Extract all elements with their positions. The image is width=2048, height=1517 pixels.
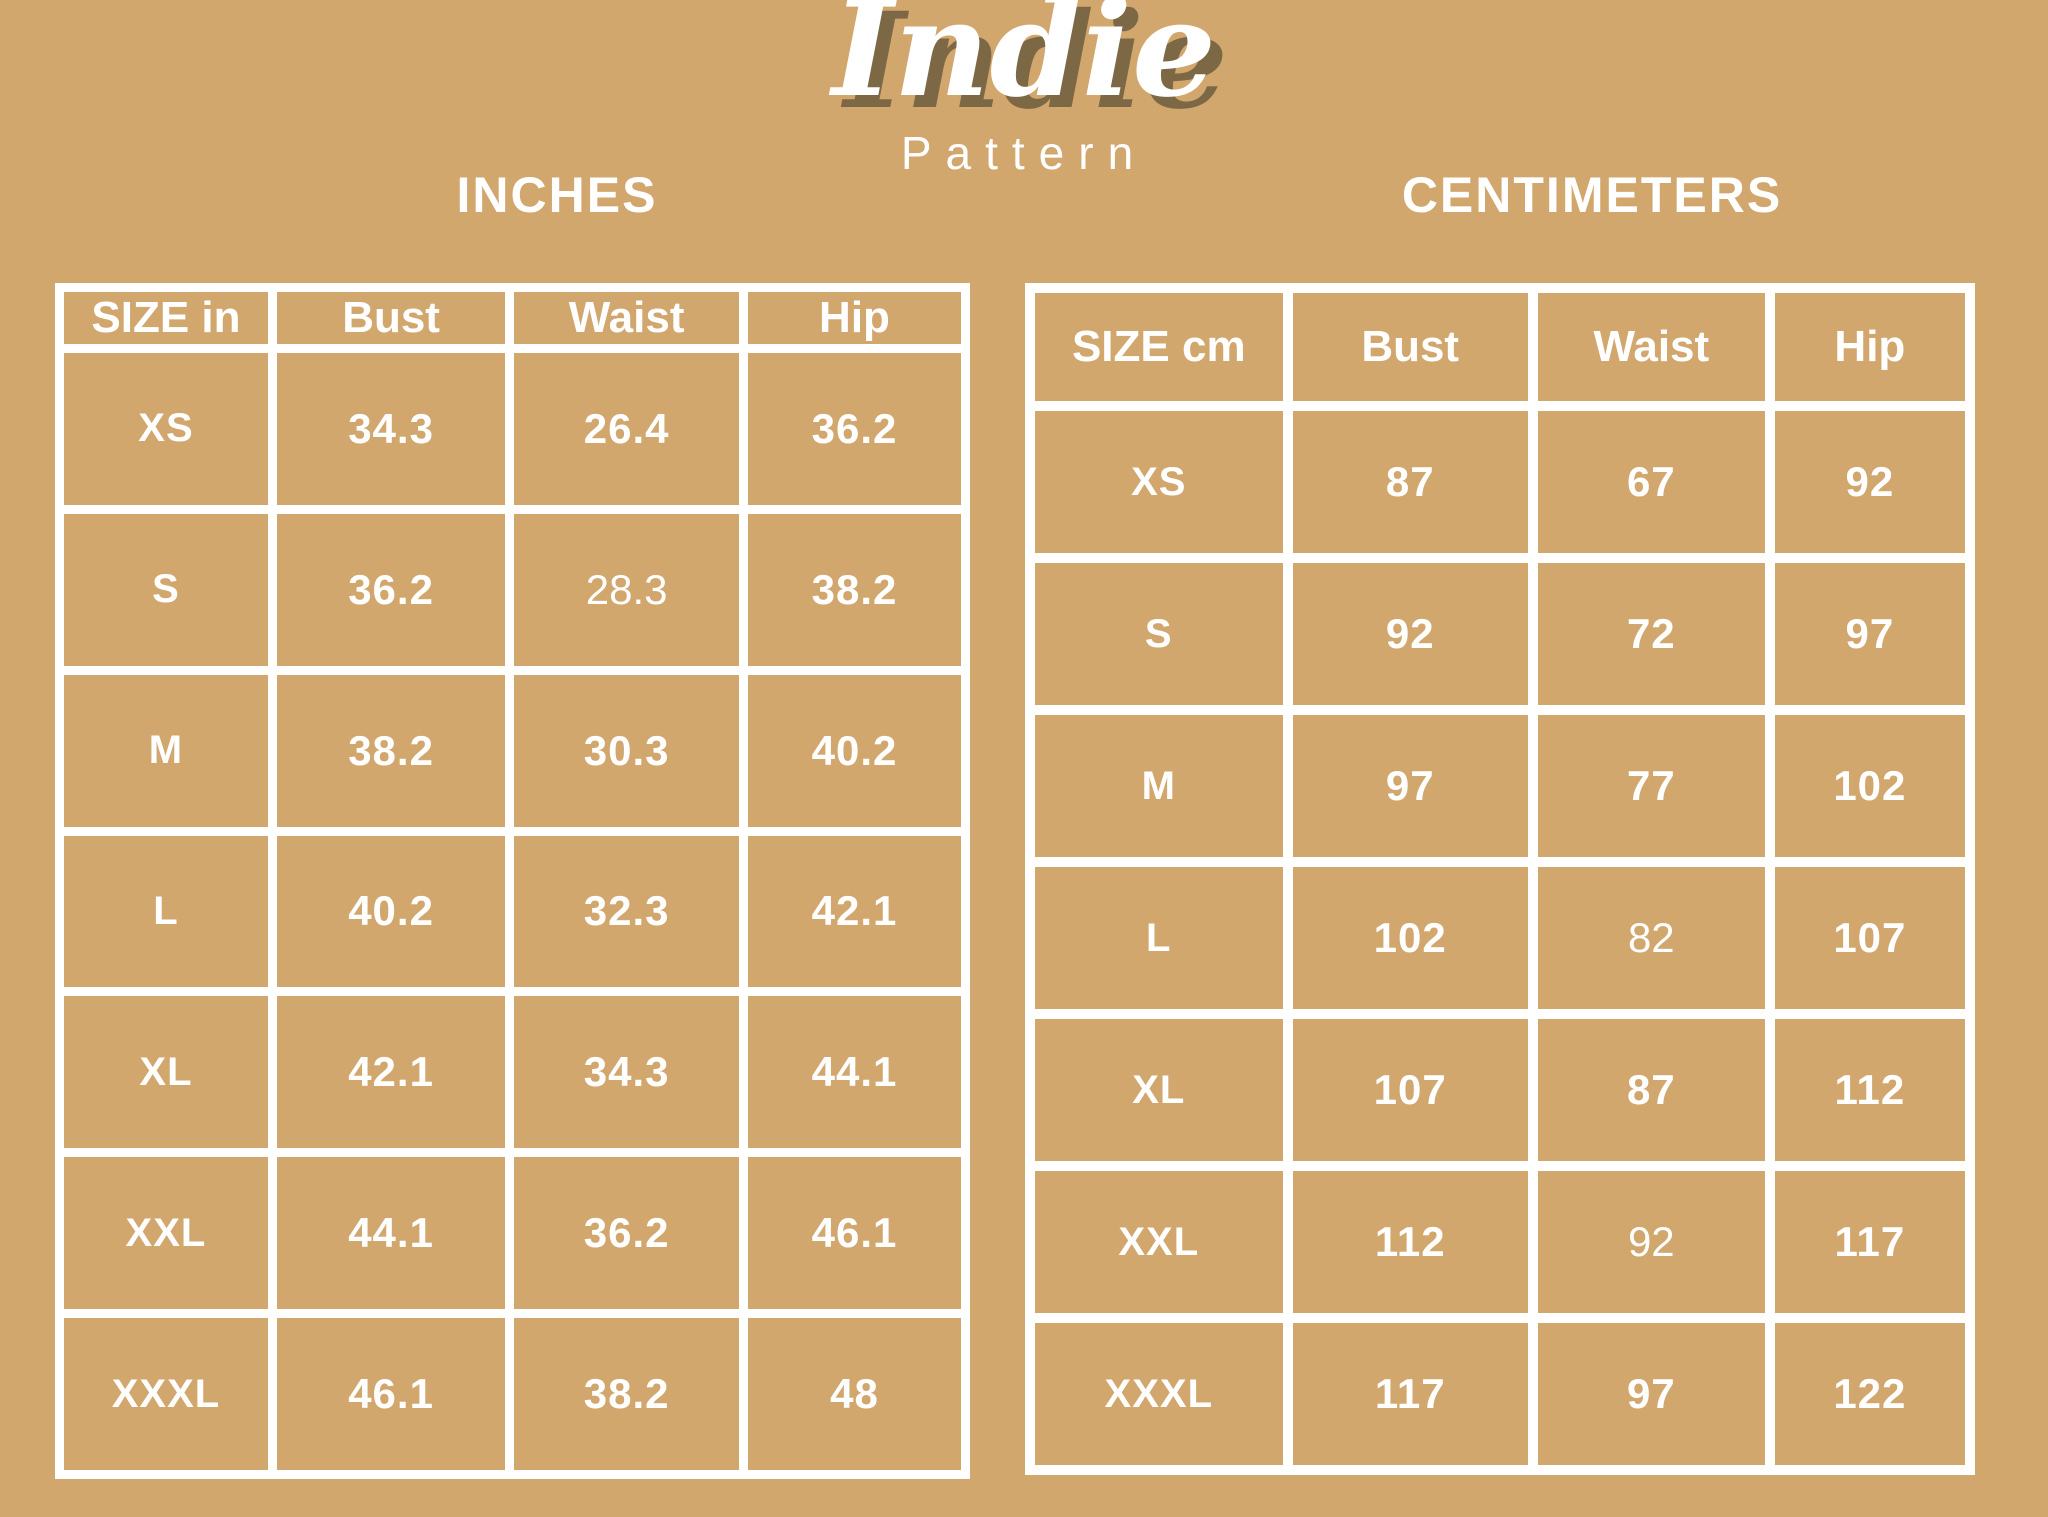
table-row: S 92 72 97 [1025, 553, 1976, 715]
brand-logo-subtitle: Pattern [900, 127, 1148, 179]
measurement-cell: 40.2 [267, 826, 515, 997]
measurement-cell: 87 [1282, 401, 1538, 563]
size-label-cell: L [55, 826, 277, 997]
measurement-cell: 87 [1527, 1009, 1775, 1171]
measurement-cell: 34.3 [267, 344, 515, 514]
measurement-cell: 92 [1527, 1161, 1775, 1323]
table-row: L 40.2 32.3 42.1 [55, 826, 970, 997]
measurement-cell: 36.2 [505, 1148, 748, 1319]
measurement-cell: 30.3 [505, 665, 748, 836]
table-header-row: SIZE cm Bust Waist Hip [1025, 283, 1976, 411]
measurement-cell: 82 [1527, 857, 1775, 1019]
measurement-cell: 44.1 [267, 1148, 515, 1319]
measurement-cell: 36.2 [267, 504, 515, 675]
centimeters-size-table: SIZE cm Bust Waist Hip XS 87 67 92 S 92 72 97 M 97 77… [1025, 283, 1976, 1475]
measurement-cell: 102 [1282, 857, 1538, 1019]
size-label-cell: XL [55, 987, 277, 1158]
column-header: Waist [1527, 283, 1775, 411]
measurement-cell: 26.4 [505, 344, 748, 514]
size-label-cell: XS [55, 344, 277, 514]
inches-size-table: SIZE in Bust Waist Hip XS 34.3 26.4 36.2 S 36.2 2… [55, 283, 970, 1479]
size-label-cell: XXL [55, 1148, 277, 1319]
size-label-cell: XS [1025, 401, 1293, 563]
measurement-cell: 117 [1282, 1313, 1538, 1475]
table-row: XL 107 87 112 [1025, 1009, 1976, 1171]
size-label-cell: XL [1025, 1009, 1293, 1171]
measurement-cell: 34.3 [505, 987, 748, 1158]
size-label-cell: S [1025, 553, 1293, 715]
measurement-cell: 97 [1764, 553, 1976, 715]
size-label-cell: XXXL [1025, 1313, 1293, 1475]
measurement-cell: 38.2 [267, 665, 515, 836]
table-row: M 38.2 30.3 40.2 [55, 665, 970, 836]
measurement-cell: 46.1 [739, 1148, 970, 1319]
column-header: Waist [505, 283, 748, 353]
table-row: XS 87 67 92 [1025, 401, 1976, 563]
table-row: XXL 112 92 117 [1025, 1161, 1976, 1323]
table-row: XL 42.1 34.3 44.1 [55, 987, 970, 1158]
measurement-cell: 112 [1282, 1161, 1538, 1323]
measurement-cell: 107 [1764, 857, 1976, 1019]
size-label-cell: L [1025, 857, 1293, 1019]
size-label-cell: S [55, 504, 277, 675]
column-header: SIZE cm [1025, 283, 1293, 411]
size-label-cell: M [55, 665, 277, 836]
table-row: XXXL 46.1 38.2 48 [55, 1309, 970, 1479]
inches-section-title: INCHES [456, 167, 658, 223]
measurement-cell: 38.2 [505, 1309, 748, 1479]
measurement-cell: 97 [1527, 1313, 1775, 1475]
measurement-cell: 72 [1527, 553, 1775, 715]
brand-logo-script: Indie [831, 0, 1217, 127]
measurement-cell: 42.1 [267, 987, 515, 1158]
table-row: M 97 77 102 [1025, 705, 1976, 867]
measurement-cell: 92 [1764, 401, 1976, 563]
column-header: Hip [739, 283, 970, 353]
measurement-cell: 122 [1764, 1313, 1976, 1475]
centimeters-section-title: CENTIMETERS [1401, 167, 1783, 223]
measurement-cell: 46.1 [267, 1309, 515, 1479]
measurement-cell: 28.3 [505, 504, 748, 675]
measurement-cell: 112 [1764, 1009, 1976, 1171]
table-row: L 102 82 107 [1025, 857, 1976, 1019]
measurement-cell: 67 [1527, 401, 1775, 563]
measurement-cell: 36.2 [739, 344, 970, 514]
column-header: SIZE in [55, 283, 277, 353]
measurement-cell: 117 [1764, 1161, 1976, 1323]
table-row: XS 34.3 26.4 36.2 [55, 344, 970, 514]
column-header: Bust [267, 283, 515, 353]
measurement-cell: 107 [1282, 1009, 1538, 1171]
column-header: Hip [1764, 283, 1976, 411]
measurement-cell: 42.1 [739, 826, 970, 997]
size-label-cell: M [1025, 705, 1293, 867]
measurement-cell: 40.2 [739, 665, 970, 836]
measurement-cell: 44.1 [739, 987, 970, 1158]
measurement-cell: 32.3 [505, 826, 748, 997]
column-header: Bust [1282, 283, 1538, 411]
measurement-cell: 97 [1282, 705, 1538, 867]
measurement-cell: 77 [1527, 705, 1775, 867]
measurement-cell: 92 [1282, 553, 1538, 715]
size-label-cell: XXL [1025, 1161, 1293, 1323]
measurement-cell: 38.2 [739, 504, 970, 675]
table-row: S 36.2 28.3 38.2 [55, 504, 970, 675]
table-row: XXL 44.1 36.2 46.1 [55, 1148, 970, 1319]
table-row: XXXL 117 97 122 [1025, 1313, 1976, 1475]
table-header-row: SIZE in Bust Waist Hip [55, 283, 970, 353]
measurement-cell: 48 [739, 1309, 970, 1479]
size-label-cell: XXXL [55, 1309, 277, 1479]
measurement-cell: 102 [1764, 705, 1976, 867]
